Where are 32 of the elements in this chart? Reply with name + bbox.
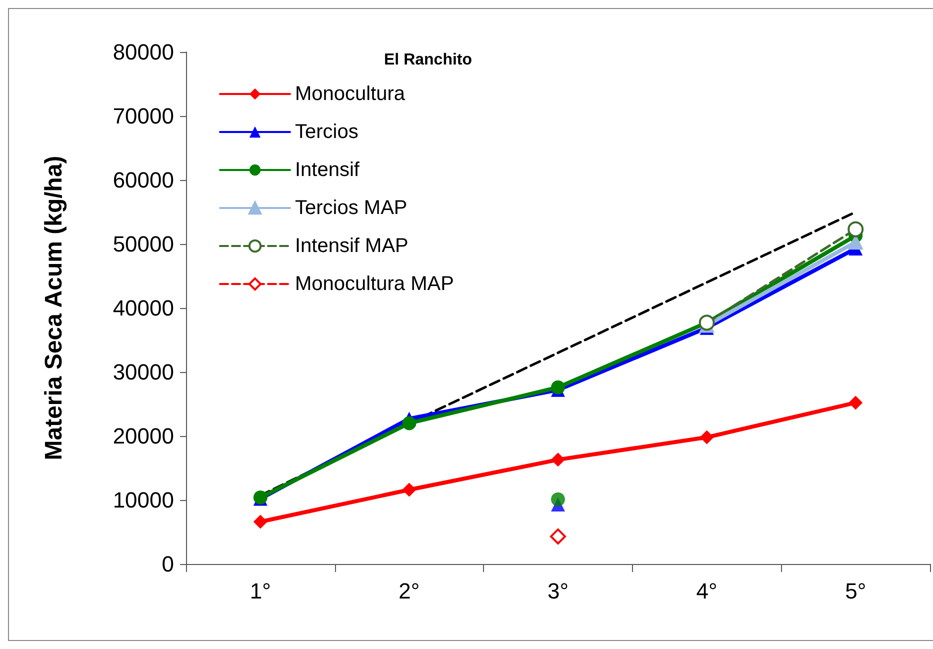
chart-title: El Ranchito	[384, 52, 472, 68]
y-tick-label: 60000	[112, 168, 174, 192]
point	[402, 482, 416, 497]
legend-label: Intensif MAP	[295, 235, 408, 257]
point	[700, 430, 714, 444]
point	[848, 221, 864, 238]
y-tick-label: 50000	[112, 232, 174, 256]
x-tick-label: 5°	[845, 578, 866, 604]
point	[402, 416, 416, 430]
y-tick-label: 10000	[112, 488, 174, 512]
legend-label: Tercios MAP	[295, 197, 408, 219]
legend-label: Intensif	[295, 159, 360, 181]
point	[848, 396, 863, 410]
x-tick-label: 2°	[398, 578, 420, 604]
y-tick-label: 0	[162, 552, 174, 576]
x-tick-label: 4°	[696, 578, 718, 604]
y-axis-title: Materia Seca Acum (kg/ha)	[40, 156, 68, 460]
y-tick-label: 40000	[112, 296, 174, 320]
y-tick-label: 70000	[112, 104, 174, 128]
point	[551, 492, 565, 506]
legend-label: Monocultura MAP	[295, 273, 454, 295]
point	[551, 380, 565, 394]
x-tick-label: 3°	[547, 578, 569, 604]
y-tick-label: 80000	[112, 40, 174, 64]
point	[551, 452, 565, 467]
legend-label: Tercios	[295, 121, 358, 143]
legend-label: Monocultura	[295, 83, 406, 105]
point	[253, 514, 268, 529]
point	[550, 528, 566, 544]
y-tick-label: 20000	[112, 424, 174, 448]
x-tick-label: 1°	[250, 578, 271, 604]
y-tick-label: 30000	[112, 360, 174, 384]
